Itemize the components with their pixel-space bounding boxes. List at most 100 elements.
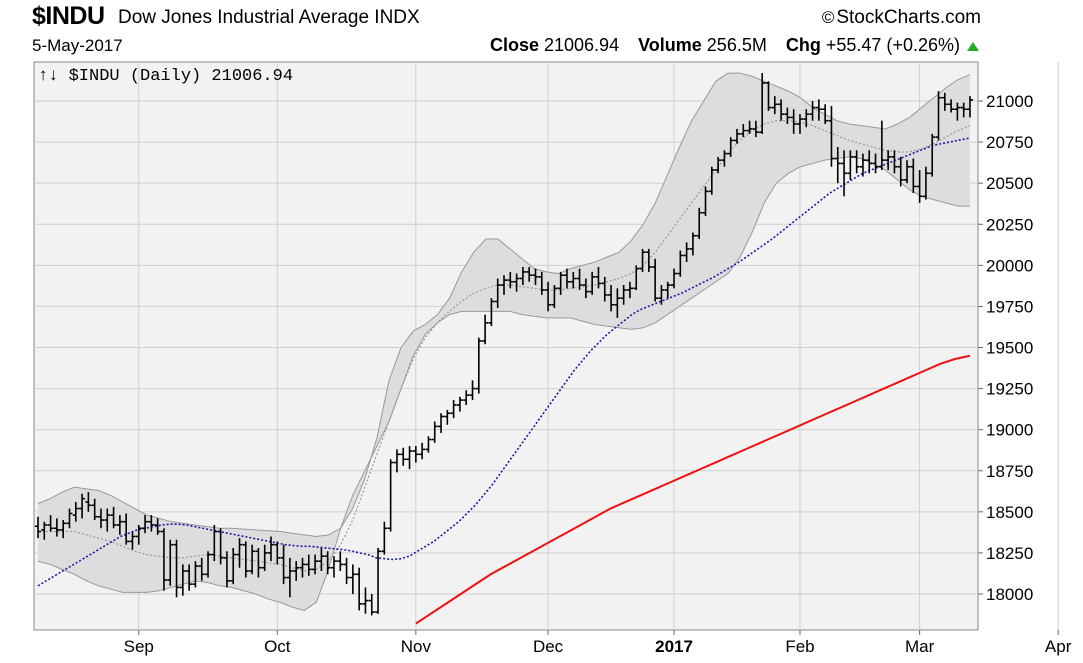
- ohlc-bar: [412, 446, 419, 463]
- ohlc-bar: [242, 541, 249, 578]
- ohlc-bar: [960, 102, 967, 118]
- ohlc-bar: [576, 268, 583, 290]
- ohlc-bar: [198, 557, 205, 581]
- ohlc-bar: [639, 248, 646, 272]
- ohlc-bar: [135, 524, 142, 545]
- ohlc-bar: [85, 492, 92, 512]
- ohlc-bar: [255, 547, 262, 578]
- ohlc-bar: [53, 518, 60, 537]
- ohlc-bar: [601, 276, 608, 302]
- quote-stats: Close 21006.94 Volume 256.5M Chg +55.47 …: [490, 35, 979, 56]
- ohlc-bar: [809, 101, 816, 121]
- ohlc-bar: [450, 400, 457, 419]
- ohlc-bar: [689, 232, 696, 256]
- ohlc-bar: [633, 265, 640, 290]
- ohlc-bar: [60, 520, 67, 539]
- ohlc-bar: [330, 556, 337, 578]
- ohlc-bar: [790, 109, 797, 134]
- ohlc-bar: [41, 521, 48, 540]
- x-axis: SepOctNovDec2017FebMarAprMay: [124, 630, 1072, 656]
- ohlc-bar: [179, 564, 186, 596]
- copyright-icon: ©: [821, 8, 835, 27]
- ohlc-bar: [859, 153, 866, 177]
- ohlc-bar: [167, 539, 174, 586]
- ohlc-bar: [110, 506, 117, 529]
- ohlc-bar: [658, 285, 665, 305]
- up-arrow-icon: [967, 42, 979, 51]
- ohlc-bar: [35, 516, 41, 539]
- change-label: Chg: [785, 35, 821, 55]
- bollinger-upper-line: [37, 72, 971, 537]
- ohlc-bar: [557, 271, 564, 295]
- ohlc-bar: [582, 278, 589, 299]
- ohlc-bar: [916, 170, 923, 203]
- ohlc-bar: [608, 285, 615, 312]
- ohlc-bar: [79, 493, 86, 519]
- y-tick-label: 18750: [986, 462, 1033, 481]
- ohlc-bar: [545, 281, 552, 312]
- ohlc-bar: [192, 561, 199, 588]
- ohlc-bar: [941, 92, 948, 111]
- ohlc-bar: [299, 557, 306, 578]
- ohlc-bar: [948, 99, 955, 113]
- ohlc-bar: [677, 250, 684, 277]
- ohlc-bar: [652, 258, 659, 302]
- ohlc-bar: [148, 515, 155, 532]
- brand-link[interactable]: © StockCharts.com: [822, 7, 981, 29]
- y-axis: 18000 18250 18500 18750 19000 19250 19500 19750…: [978, 92, 1033, 604]
- ohlc-bar: [885, 150, 892, 171]
- x-tick-label: Feb: [785, 637, 814, 656]
- ohlc-bar: [570, 271, 577, 289]
- y-tick-label: 20500: [986, 174, 1033, 193]
- x-tick-label: Dec: [533, 637, 564, 656]
- x-tick-label: Oct: [264, 637, 291, 656]
- ohlc-bar: [847, 150, 854, 180]
- ohlc-bar: [261, 544, 268, 571]
- ohlc-bar: [205, 551, 212, 578]
- ohlc-bar: [563, 268, 570, 289]
- ohlc-bar: [406, 446, 413, 470]
- ohlc-bar: [702, 186, 709, 217]
- ohlc-bar: [507, 271, 514, 289]
- ohlc-bar: [866, 150, 873, 174]
- y-tick-label: 19500: [986, 339, 1033, 358]
- change-value: +55.47 (+0.26%): [825, 35, 960, 55]
- y-tick-label: 18250: [986, 544, 1033, 563]
- ohlc-bar: [727, 137, 734, 157]
- ohlc-bar: [746, 120, 753, 134]
- close-value: 21006.94: [544, 35, 620, 55]
- ohlc-bar: [463, 390, 470, 406]
- ohlc-bar: [223, 551, 230, 588]
- x-tick-label: Sep: [124, 637, 154, 656]
- ohlc-bar: [419, 442, 426, 460]
- sma50-line: [37, 137, 971, 587]
- ohlc-bar: [822, 104, 829, 125]
- ohlc-bar: [513, 273, 520, 292]
- ohlc-bar: [872, 153, 879, 174]
- ohlc-bar: [841, 150, 848, 197]
- ohlc-bar: [387, 459, 394, 532]
- ohlc-bar: [784, 107, 791, 125]
- y-tick-label: 20000: [986, 256, 1033, 275]
- ohlc-bar: [116, 515, 123, 535]
- ohlc-bar: [211, 524, 218, 562]
- plot-label: ↑↓ $INDU (Daily) 21006.94: [38, 67, 293, 86]
- x-tick-label: Nov: [401, 637, 432, 656]
- ohlc-bar: [708, 166, 715, 195]
- ohlc-bar: [796, 114, 803, 134]
- ohlc-bar: [853, 150, 860, 174]
- ohlc-bar: [356, 567, 363, 611]
- y-tick-label: 18000: [986, 585, 1033, 604]
- index-name: Dow Jones Industrial Average INDX: [118, 7, 420, 28]
- ohlc-bar: [393, 449, 400, 473]
- ohlc-bar: [614, 288, 621, 318]
- ohlc-bar: [160, 528, 167, 591]
- ohlc-bar: [721, 150, 728, 167]
- ohlc-bar: [834, 147, 841, 184]
- ohlc-bar: [589, 271, 596, 295]
- ohlc-bar: [362, 587, 369, 614]
- x-tick-label: Mar: [905, 637, 935, 656]
- ohlc-bar: [683, 242, 690, 263]
- volume-label: Volume: [638, 35, 702, 55]
- ohlc-bar: [664, 281, 671, 299]
